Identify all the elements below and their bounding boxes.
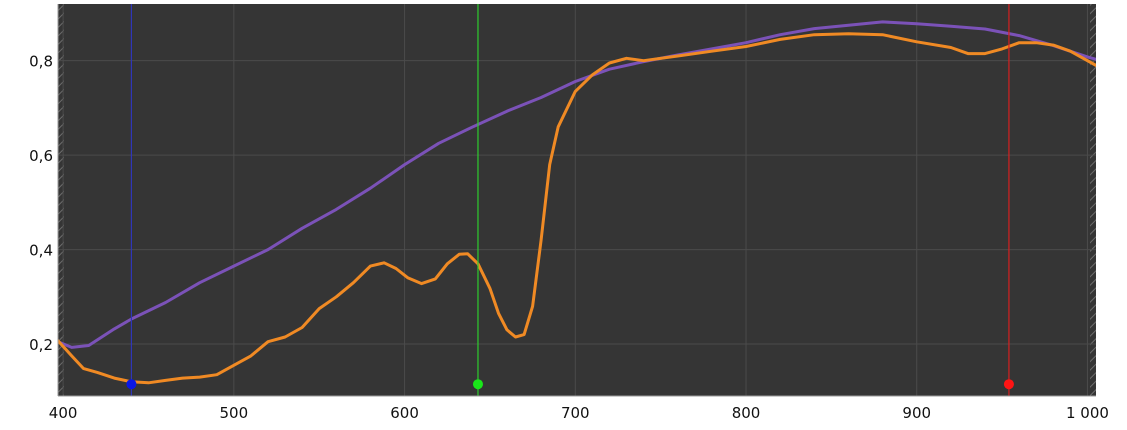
y-tick-label: 0,4 <box>29 242 53 260</box>
plot-background <box>58 4 1096 396</box>
marker-dot-3 <box>1003 379 1014 390</box>
series-line-1 <box>58 20 1096 349</box>
x-tick-label: 1 000 <box>1066 404 1109 422</box>
x-tick-label: 500 <box>220 404 249 422</box>
grid-lines <box>58 4 1096 396</box>
left-hatch-band <box>58 4 64 396</box>
x-tick-label: 800 <box>732 404 761 422</box>
marker-dot-2 <box>472 379 483 390</box>
x-tick-label: 400 <box>49 404 78 422</box>
right-hatch-band <box>1090 4 1096 396</box>
x-tick-label: 700 <box>561 404 590 422</box>
marker-dot-1 <box>126 379 137 390</box>
y-tick-label: 0,6 <box>29 147 53 165</box>
x-tick-label: 600 <box>390 404 419 422</box>
tick-labels: 400 500 600 700 800 900 1 000 0,2 0,4 0,… <box>29 53 1109 422</box>
y-tick-label: 0,8 <box>29 53 53 71</box>
series-layer <box>58 20 1096 385</box>
x-tick-label: 900 <box>902 404 931 422</box>
series-line-2 <box>58 32 1096 385</box>
marker-layer <box>126 4 1014 396</box>
y-tick-label: 0,2 <box>29 336 53 354</box>
